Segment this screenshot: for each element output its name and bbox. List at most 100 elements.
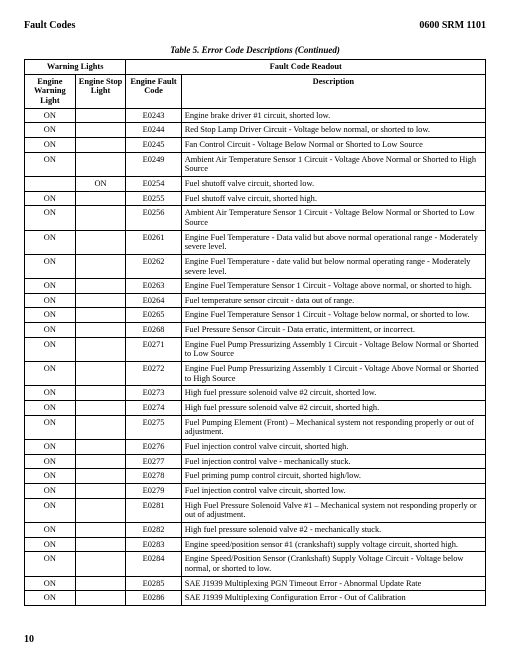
cell-stop-light [75, 386, 126, 401]
table-row: ONE0254Fuel shutoff valve circuit, short… [25, 176, 486, 191]
table-header-row: Engine Warning Light Engine Stop Light E… [25, 74, 486, 108]
page-number: 10 [24, 634, 486, 645]
cell-description: Engine brake driver #1 circuit, shorted … [181, 108, 485, 123]
th-group-fault-readout: Fault Code Readout [126, 60, 486, 75]
cell-fault-code: E0243 [126, 108, 181, 123]
cell-warning-light: ON [25, 484, 76, 499]
cell-warning-light: ON [25, 522, 76, 537]
cell-stop-light [75, 293, 126, 308]
table-row: ONE0275Fuel Pumping Element (Front) – Me… [25, 415, 486, 439]
cell-description: Ambient Air Temperature Sensor 1 Circuit… [181, 152, 485, 176]
cell-fault-code: E0276 [126, 440, 181, 455]
cell-warning-light: ON [25, 498, 76, 522]
table-row: ON E0249Ambient Air Temperature Sensor 1 … [25, 152, 486, 176]
cell-warning-light: ON [25, 308, 76, 323]
cell-stop-light [75, 152, 126, 176]
cell-description: Fuel Pressure Sensor Circuit - Data erra… [181, 323, 485, 338]
cell-fault-code: E0255 [126, 191, 181, 206]
cell-description: Engine Speed/Position Sensor (Crankshaft… [181, 552, 485, 576]
cell-fault-code: E0244 [126, 123, 181, 138]
cell-fault-code: E0263 [126, 279, 181, 294]
cell-description: Red Stop Lamp Driver Circuit - Voltage b… [181, 123, 485, 138]
table-row: ONE0282High fuel pressure solenoid valve… [25, 522, 486, 537]
cell-description: High Fuel Pressure Solenoid Valve #1 – M… [181, 498, 485, 522]
table-row: ONE0277Fuel injection control valve - me… [25, 454, 486, 469]
cell-description: Engine Fuel Temperature - date valid but… [181, 254, 485, 278]
table-row: ONE0264Fuel temperature sensor circuit -… [25, 293, 486, 308]
table-row: ON E0285SAE J1939 Multiplexing PGN Timeou… [25, 576, 486, 591]
cell-fault-code: E0274 [126, 401, 181, 416]
cell-description: SAE J1939 Multiplexing Configuration Err… [181, 591, 485, 606]
cell-warning-light: ON [25, 293, 76, 308]
cell-fault-code: E0262 [126, 254, 181, 278]
table-row: ONE0244Red Stop Lamp Driver Circuit - Vo… [25, 123, 486, 138]
cell-fault-code: E0283 [126, 537, 181, 552]
cell-description: Engine Fuel Pump Pressurizing Assembly 1… [181, 337, 485, 361]
cell-description: Fan Control Circuit - Voltage Below Norm… [181, 137, 485, 152]
cell-description: Ambient Air Temperature Sensor 1 Circuit… [181, 206, 485, 230]
table-row: ONE0245Fan Control Circuit - Voltage Bel… [25, 137, 486, 152]
cell-stop-light [75, 401, 126, 416]
cell-stop-light [75, 362, 126, 386]
table-row: ONE0272Engine Fuel Pump Pressurizing Ass… [25, 362, 486, 386]
table-row: ONE0255Fuel shutoff valve circuit, short… [25, 191, 486, 206]
cell-fault-code: E0245 [126, 137, 181, 152]
th-engine-fault-code: Engine Fault Code [126, 74, 181, 108]
cell-warning-light: ON [25, 591, 76, 606]
cell-fault-code: E0273 [126, 386, 181, 401]
th-description: Description [181, 74, 485, 108]
cell-stop-light [75, 454, 126, 469]
cell-fault-code: E0272 [126, 362, 181, 386]
cell-description: High fuel pressure solenoid valve #2 - m… [181, 522, 485, 537]
cell-fault-code: E0268 [126, 323, 181, 338]
cell-warning-light: ON [25, 537, 76, 552]
cell-description: Fuel injection control valve - mechanica… [181, 454, 485, 469]
table-row: ONE0279Fuel injection control valve circ… [25, 484, 486, 499]
th-engine-warning-light: Engine Warning Light [25, 74, 76, 108]
cell-stop-light [75, 552, 126, 576]
cell-fault-code: E0281 [126, 498, 181, 522]
cell-warning-light: ON [25, 152, 76, 176]
cell-warning-light: ON [25, 576, 76, 591]
table-row: ONE0263Engine Fuel Temperature Sensor 1 … [25, 279, 486, 294]
cell-description: Fuel shutoff valve circuit, shorted low. [181, 176, 485, 191]
cell-stop-light [75, 484, 126, 499]
cell-stop-light [75, 230, 126, 254]
cell-stop-light [75, 108, 126, 123]
table-row: ONE0262Engine Fuel Temperature - date va… [25, 254, 486, 278]
cell-stop-light [75, 522, 126, 537]
header-right: 0600 SRM 1101 [419, 20, 486, 31]
table-row: ON E0281High Fuel Pressure Solenoid Valve… [25, 498, 486, 522]
th-engine-stop-light: Engine Stop Light [75, 74, 126, 108]
cell-warning-light: ON [25, 454, 76, 469]
cell-stop-light [75, 123, 126, 138]
cell-stop-light [75, 137, 126, 152]
table-row: ONE0276Fuel injection control valve circ… [25, 440, 486, 455]
table-row: ONE0271Engine Fuel Pump Pressurizing Ass… [25, 337, 486, 361]
cell-warning-light: ON [25, 386, 76, 401]
table-row: ONE0273High fuel pressure solenoid valve… [25, 386, 486, 401]
cell-fault-code: E0279 [126, 484, 181, 499]
cell-warning-light: ON [25, 323, 76, 338]
cell-warning-light: ON [25, 279, 76, 294]
cell-stop-light [75, 537, 126, 552]
cell-description: Engine speed/position sensor #1 (cranksh… [181, 537, 485, 552]
cell-stop-light [75, 206, 126, 230]
fault-code-table: Warning Lights Fault Code Readout Engine… [24, 59, 486, 606]
cell-warning-light [25, 176, 76, 191]
cell-fault-code: E0249 [126, 152, 181, 176]
cell-stop-light [75, 254, 126, 278]
cell-warning-light: ON [25, 440, 76, 455]
cell-stop-light [75, 469, 126, 484]
table-row: ONE0243Engine brake driver #1 circuit, s… [25, 108, 486, 123]
cell-stop-light [75, 308, 126, 323]
cell-warning-light: ON [25, 415, 76, 439]
cell-fault-code: E0256 [126, 206, 181, 230]
cell-fault-code: E0254 [126, 176, 181, 191]
cell-description: Engine Fuel Temperature Sensor 1 Circuit… [181, 308, 485, 323]
cell-description: Engine Fuel Temperature - Data valid but… [181, 230, 485, 254]
cell-warning-light: ON [25, 362, 76, 386]
cell-stop-light [75, 279, 126, 294]
cell-fault-code: E0285 [126, 576, 181, 591]
cell-description: SAE J1939 Multiplexing PGN Timeout Error… [181, 576, 485, 591]
